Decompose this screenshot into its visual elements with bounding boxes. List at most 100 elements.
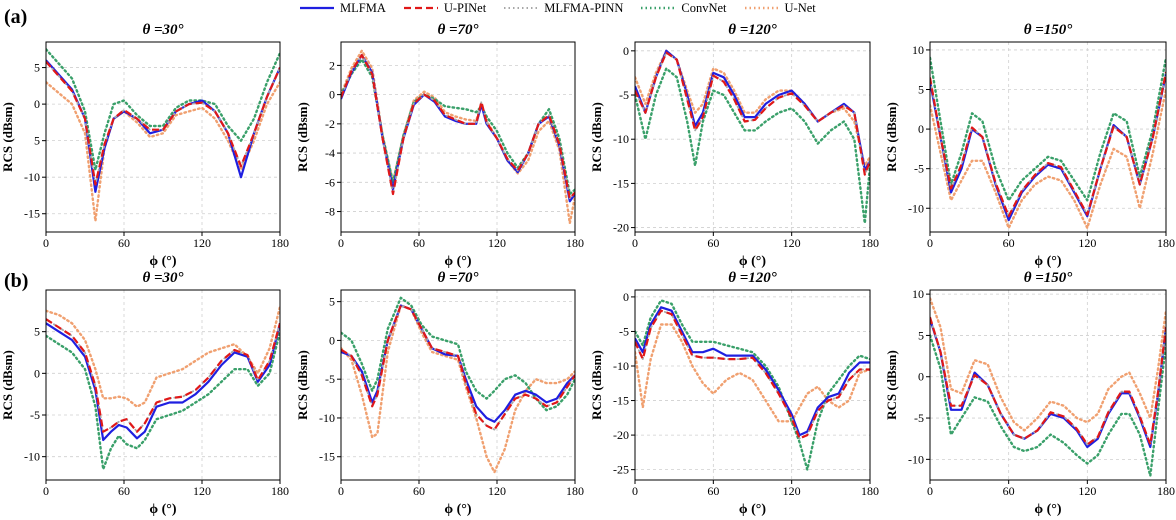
x-tick-label: 120: [783, 484, 801, 498]
y-axis-label: RCS (dBsm): [0, 350, 15, 420]
chart-panel-5: 0 60 120 180 -10 -5 0 5 θ =30° ϕ (°) RCS (dBsm): [0, 270, 289, 517]
series-line-u-pinet: [635, 309, 870, 440]
series-line-mlfma: [930, 318, 1166, 449]
legend-label-mlfma: MLFMA: [340, 0, 386, 15]
x-tick-label: 120: [783, 236, 801, 250]
plot-frame: [929, 289, 1167, 481]
x-tick-label: 60: [118, 484, 130, 498]
y-tick-label: 5: [34, 325, 40, 339]
y-axis-label: RCS (dBsm): [884, 350, 899, 420]
x-axis-label: ϕ (°): [739, 254, 766, 269]
y-axis-label: RCS (dBsm): [295, 350, 310, 420]
chart-title: θ =30°: [142, 22, 183, 38]
series-line-u-net: [635, 323, 870, 423]
chart-title: θ =120°: [728, 22, 777, 38]
series-line-mlfma-pinn: [635, 309, 870, 440]
x-tick-label: 0: [338, 236, 344, 250]
legend-label-convnet: ConvNet: [681, 0, 727, 15]
y-tick-label: -10: [319, 411, 335, 425]
y-axis-label: RCS (dBsm): [295, 102, 310, 172]
plot-frame: [340, 289, 576, 481]
x-tick-label: 120: [193, 236, 211, 250]
y-tick-label: -15: [319, 450, 335, 464]
row-label-a: (a): [4, 6, 28, 28]
series-line-u-pinet: [341, 304, 575, 431]
plot-frame: [634, 41, 871, 233]
x-tick-label: 120: [488, 484, 506, 498]
chart-panel-4: 0 60 120 180 -10 -5 0 5 10 θ =150° ϕ (°) RCS (dBsm): [884, 22, 1175, 269]
y-tick-label: 0: [623, 44, 629, 58]
y-tick-label: -5: [619, 324, 629, 338]
series-line-u-pinet: [930, 71, 1166, 218]
x-tick-label: 120: [1078, 236, 1096, 250]
y-tick-label: -10: [613, 359, 629, 373]
series-line-mlfma-pinn: [930, 316, 1166, 446]
series-line-u-pinet: [341, 54, 575, 200]
x-tick-label: 120: [1078, 484, 1096, 498]
y-tick-label: -20: [613, 428, 629, 442]
y-tick-label: -4: [325, 146, 335, 160]
x-tick-label: 0: [632, 236, 638, 250]
series-line-convnet: [635, 67, 870, 225]
x-tick-label: 0: [632, 484, 638, 498]
x-tick-label: 180: [271, 484, 289, 498]
series-line-convnet: [930, 334, 1166, 478]
y-tick-label: 5: [918, 83, 924, 97]
y-tick-label: 2: [329, 58, 335, 72]
x-tick-label: 0: [43, 236, 49, 250]
x-axis-label: ϕ (°): [444, 502, 471, 517]
y-tick-label: -5: [30, 408, 40, 422]
y-tick-label: -8: [325, 205, 335, 219]
x-tick-label: 60: [1003, 484, 1015, 498]
series-line-u-net: [341, 49, 575, 225]
y-tick-label: -6: [325, 175, 335, 189]
series-line-mlfma: [930, 73, 1166, 222]
plot-frame: [45, 41, 281, 233]
y-tick-label: -25: [613, 463, 629, 477]
x-tick-label: 0: [43, 484, 49, 498]
series-line-mlfma-pinn: [341, 54, 575, 200]
x-tick-label: 60: [118, 236, 130, 250]
legend: MLFMA U-PINet MLFMA-PINN ConvNet U-Net: [300, 0, 900, 16]
x-axis-label: ϕ (°): [444, 254, 471, 269]
x-tick-label: 0: [927, 236, 933, 250]
x-axis-label: ϕ (°): [149, 502, 176, 517]
legend-label-mlfma-pinn: MLFMA-PINN: [544, 0, 624, 15]
y-tick-label: 10: [912, 287, 924, 301]
x-tick-label: 120: [488, 236, 506, 250]
x-tick-label: 180: [566, 236, 584, 250]
y-axis-label: RCS (dBsm): [589, 350, 604, 420]
y-tick-label: 0: [623, 290, 629, 304]
x-tick-label: 180: [861, 236, 879, 250]
y-tick-label: -10: [613, 132, 629, 146]
y-axis-label: RCS (dBsm): [589, 102, 604, 172]
y-tick-label: -20: [613, 221, 629, 235]
series-line-mlfma: [46, 322, 280, 442]
x-tick-label: 180: [1157, 484, 1175, 498]
x-tick-label: 0: [927, 484, 933, 498]
x-tick-label: 60: [707, 484, 719, 498]
series-line-mlfma-pinn: [341, 304, 575, 431]
y-tick-label: 5: [34, 134, 40, 148]
x-tick-label: 180: [271, 236, 289, 250]
y-tick-label: -2: [325, 117, 335, 131]
series-line-mlfma-pinn: [930, 71, 1166, 218]
series-line-u-net: [930, 88, 1166, 230]
plot-frame: [340, 41, 576, 233]
x-tick-label: 120: [193, 484, 211, 498]
x-tick-label: 180: [566, 484, 584, 498]
legend-item-mlfma: MLFMA: [300, 1, 386, 16]
plot-frame: [634, 289, 871, 481]
series-line-convnet: [46, 48, 280, 172]
y-tick-label: 5: [329, 295, 335, 309]
chart-panel-7: 0 60 120 180 -25 -20 -15 -10 -5 0 θ =120° ϕ (°) RCS …: [589, 270, 879, 517]
chart-panel-2: 0 60 120 180 -8 -6 -4 -2 0 2 θ =70° ϕ (°) RCS (dBsm): [295, 22, 584, 269]
series-line-convnet: [46, 330, 280, 471]
y-tick-label: -15: [24, 207, 40, 221]
chart-panel-8: 0 60 120 180 -10 -5 0 5 10 θ =150° ϕ (°) RCS (dBsm): [884, 270, 1175, 517]
x-axis-label: ϕ (°): [149, 254, 176, 269]
chart-title: θ =120°: [728, 270, 777, 286]
y-tick-label: -5: [914, 162, 924, 176]
y-tick-label: 0: [329, 88, 335, 102]
